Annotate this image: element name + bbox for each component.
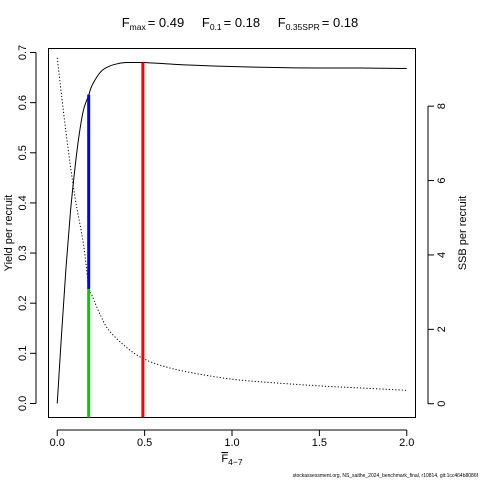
fspr-value: = 0.18 [322, 15, 359, 30]
y-right-axis: 0 2 4 6 8 [427, 103, 448, 407]
y-right-tick-label: 4 [436, 252, 448, 258]
y-left-tick-label: 0.0 [17, 396, 29, 411]
series-layer [56, 57, 407, 404]
reference-lines [87, 62, 145, 418]
x-axis-title-symbol: F [221, 453, 228, 465]
y-left-tick-label: 0.7 [17, 45, 29, 60]
footer-source: stockassessment.org, NS_saithe_2024_benc… [293, 473, 479, 479]
x-tick-label: 1.5 [312, 437, 327, 449]
y-right-tick-label: 6 [436, 177, 448, 183]
fspr-symbol: F [278, 15, 286, 30]
f01-sub: 0.1 [210, 22, 222, 32]
x-tick-label: 0.5 [137, 437, 152, 449]
fmax-symbol: F [122, 15, 130, 30]
chart-title: Fmax = 0.49 F0.1 = 0.18 F0.35SPR = 0.18 [122, 15, 359, 32]
x-axis: 0.0 0.5 1.0 1.5 2.0 [50, 429, 414, 449]
y-left-tick-label: 0.6 [17, 95, 29, 110]
y-right-axis-title: SSB per recruit [457, 196, 469, 271]
y-left-tick-label: 0.5 [17, 145, 29, 160]
y-left-tick-label: 0.1 [17, 346, 29, 361]
x-tick-label: 2.0 [399, 437, 414, 449]
x-tick-label: 0.0 [50, 437, 65, 449]
y-right-tick-label: 2 [436, 326, 448, 332]
x-tick-label: 1.0 [224, 437, 239, 449]
x-axis-title: F4−7 [221, 453, 242, 467]
fmax-value: = 0.49 [148, 15, 185, 30]
yield-per-recruit-curve [56, 61, 407, 404]
y-left-axis: 0.0 0.1 0.2 0.3 0.4 0.5 0.6 0.7 [17, 45, 37, 411]
fspr-sub: 0.35SPR [286, 22, 320, 32]
plot-frame [48, 48, 416, 418]
y-left-tick-label: 0.4 [17, 195, 29, 210]
y-right-tick-label: 8 [436, 103, 448, 109]
f01-value: = 0.18 [224, 15, 261, 30]
y-left-tick-label: 0.2 [17, 296, 29, 311]
y-left-axis-title: Yield per recruit [3, 195, 15, 272]
y-left-tick-label: 0.3 [17, 245, 29, 260]
ssb-per-recruit-curve [56, 57, 407, 391]
x-axis-title-sub: 4−7 [228, 457, 243, 467]
y-right-tick-label: 0 [436, 401, 448, 407]
f01-symbol: F [202, 15, 210, 30]
fmax-sub: max [130, 22, 147, 32]
